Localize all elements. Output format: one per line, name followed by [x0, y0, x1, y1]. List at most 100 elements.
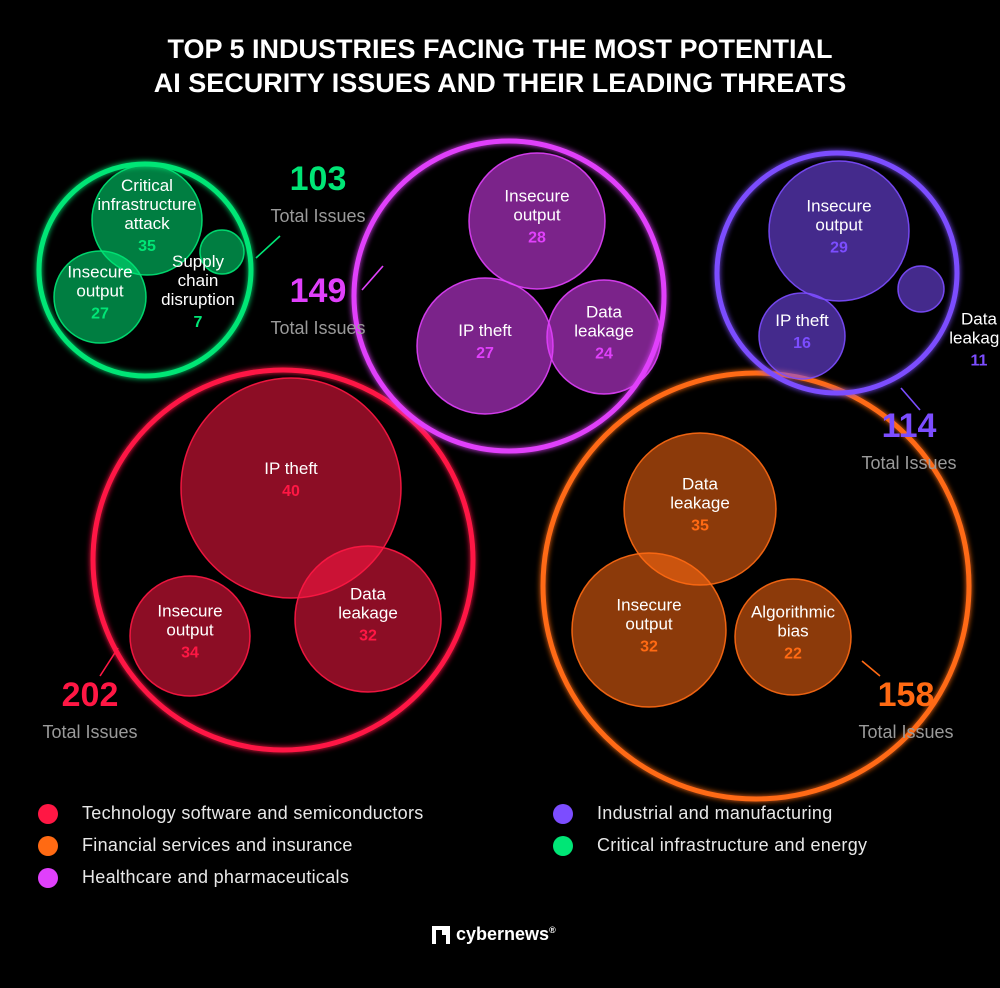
threat-label: leakage	[670, 494, 730, 513]
threat-label: Data	[682, 475, 718, 494]
threat-bubble	[91, 164, 203, 276]
legend-swatch	[553, 803, 573, 824]
legend-label: Technology software and semiconductors	[82, 803, 424, 823]
threat-value: 32	[640, 639, 658, 656]
legend-label: Healthcare and pharmaceuticals	[82, 867, 350, 887]
threat-label: output	[166, 621, 214, 640]
threat-value: 40	[282, 483, 300, 500]
legend-swatch	[38, 803, 58, 824]
threat-value: 29	[830, 240, 848, 257]
threat-label: Insecure	[157, 602, 222, 621]
chart-title-line-1: TOP 5 INDUSTRIES FACING THE MOST POTENTI…	[167, 34, 832, 64]
threat-bubble	[468, 152, 606, 290]
threat-label: Data	[350, 585, 386, 604]
threat-label: output	[76, 282, 124, 301]
legend-swatch	[553, 835, 573, 856]
threat-label: Algorithmic	[751, 603, 836, 622]
threat-label: Data	[586, 303, 622, 322]
threat-label: Data	[961, 310, 997, 329]
threat-bubble	[180, 377, 402, 599]
total-issues-value: 149	[290, 272, 347, 310]
total-issues-value: 158	[878, 676, 935, 714]
threat-bubble	[546, 279, 662, 395]
threat-bubble	[571, 552, 727, 708]
total-issues-label: Total Issues	[858, 722, 953, 742]
threat-value: 28	[528, 230, 546, 247]
threat-label: leakage	[574, 322, 634, 341]
threat-value: 22	[784, 646, 802, 663]
industry-outer-ring	[540, 370, 972, 802]
threat-label: output	[625, 615, 673, 634]
threat-bubble	[53, 250, 147, 344]
total-issues-value: 202	[62, 676, 119, 714]
connector-line	[361, 265, 384, 291]
total-issues-label: Total Issues	[270, 206, 365, 226]
legend-item-technology: Technology software and semiconductors	[38, 803, 424, 824]
industry-outer-ring	[36, 161, 254, 379]
total-issues-label: Total Issues	[270, 318, 365, 338]
total-issues-value: 114	[882, 407, 937, 445]
legend-swatch	[38, 867, 58, 888]
threat-label: Insecure	[616, 596, 681, 615]
total-issues-label: Total Issues	[861, 453, 956, 473]
threat-label: Supply	[172, 252, 224, 271]
legend-label: Critical infrastructure and energy	[597, 835, 868, 855]
threat-bubble	[758, 292, 846, 380]
threat-bubble	[897, 265, 945, 313]
threat-bubble	[129, 575, 251, 697]
threat-label: Insecure	[806, 197, 871, 216]
threat-bubble	[734, 578, 852, 696]
threat-label: disruption	[161, 290, 235, 309]
threat-value: 16	[793, 335, 811, 352]
cybernews-logo-icon	[432, 925, 450, 944]
threat-label: IP theft	[458, 321, 512, 340]
threat-label: infrastructure	[97, 195, 196, 214]
threat-label: output	[815, 216, 863, 235]
threat-value: 34	[181, 645, 199, 662]
threat-label: Critical	[121, 176, 173, 195]
threat-label: IP theft	[775, 311, 829, 330]
industry-outer-ring	[351, 138, 667, 454]
total-issues-label: Total Issues	[42, 722, 137, 742]
legend-item-industrial: Industrial and manufacturing	[553, 803, 833, 824]
threat-value: 11	[971, 353, 988, 370]
legend-item-critical: Critical infrastructure and energy	[553, 835, 867, 856]
threat-label: IP theft	[264, 459, 318, 478]
threat-bubble	[199, 229, 245, 275]
threat-label: output	[513, 206, 561, 225]
threat-value: 27	[91, 306, 109, 323]
chart-title-line-2: AI SECURITY ISSUES AND THEIR LEADING THR…	[154, 68, 847, 98]
brand-logo: cybernews®	[432, 924, 556, 945]
threat-label: attack	[124, 214, 170, 233]
threat-value: 35	[138, 238, 156, 255]
threat-value: 7	[194, 314, 203, 331]
legend-label: Industrial and manufacturing	[597, 803, 833, 823]
threat-label: leakage	[338, 604, 398, 623]
connector-line	[861, 660, 881, 677]
threat-value: 24	[595, 346, 613, 363]
threat-label: Insecure	[67, 263, 132, 282]
threat-label: chain	[178, 271, 219, 290]
total-issues-value: 103	[290, 160, 347, 198]
connector-line	[900, 387, 921, 411]
legend-item-financial: Financial services and insurance	[38, 835, 353, 856]
legend-label: Financial services and insurance	[82, 835, 353, 855]
threat-label: Insecure	[504, 187, 569, 206]
industry-outer-ring	[714, 150, 960, 396]
threat-value: 27	[476, 345, 494, 362]
threat-bubble	[294, 545, 442, 693]
threat-value: 32	[359, 628, 377, 645]
threat-label: bias	[777, 622, 808, 641]
threat-label: leakage	[949, 329, 1000, 348]
connector-line	[255, 235, 281, 259]
legend-item-healthcare: Healthcare and pharmaceuticals	[38, 867, 349, 888]
threat-bubble	[768, 160, 910, 302]
brand-name: cybernews®	[456, 924, 556, 944]
threat-value: 35	[691, 518, 709, 535]
